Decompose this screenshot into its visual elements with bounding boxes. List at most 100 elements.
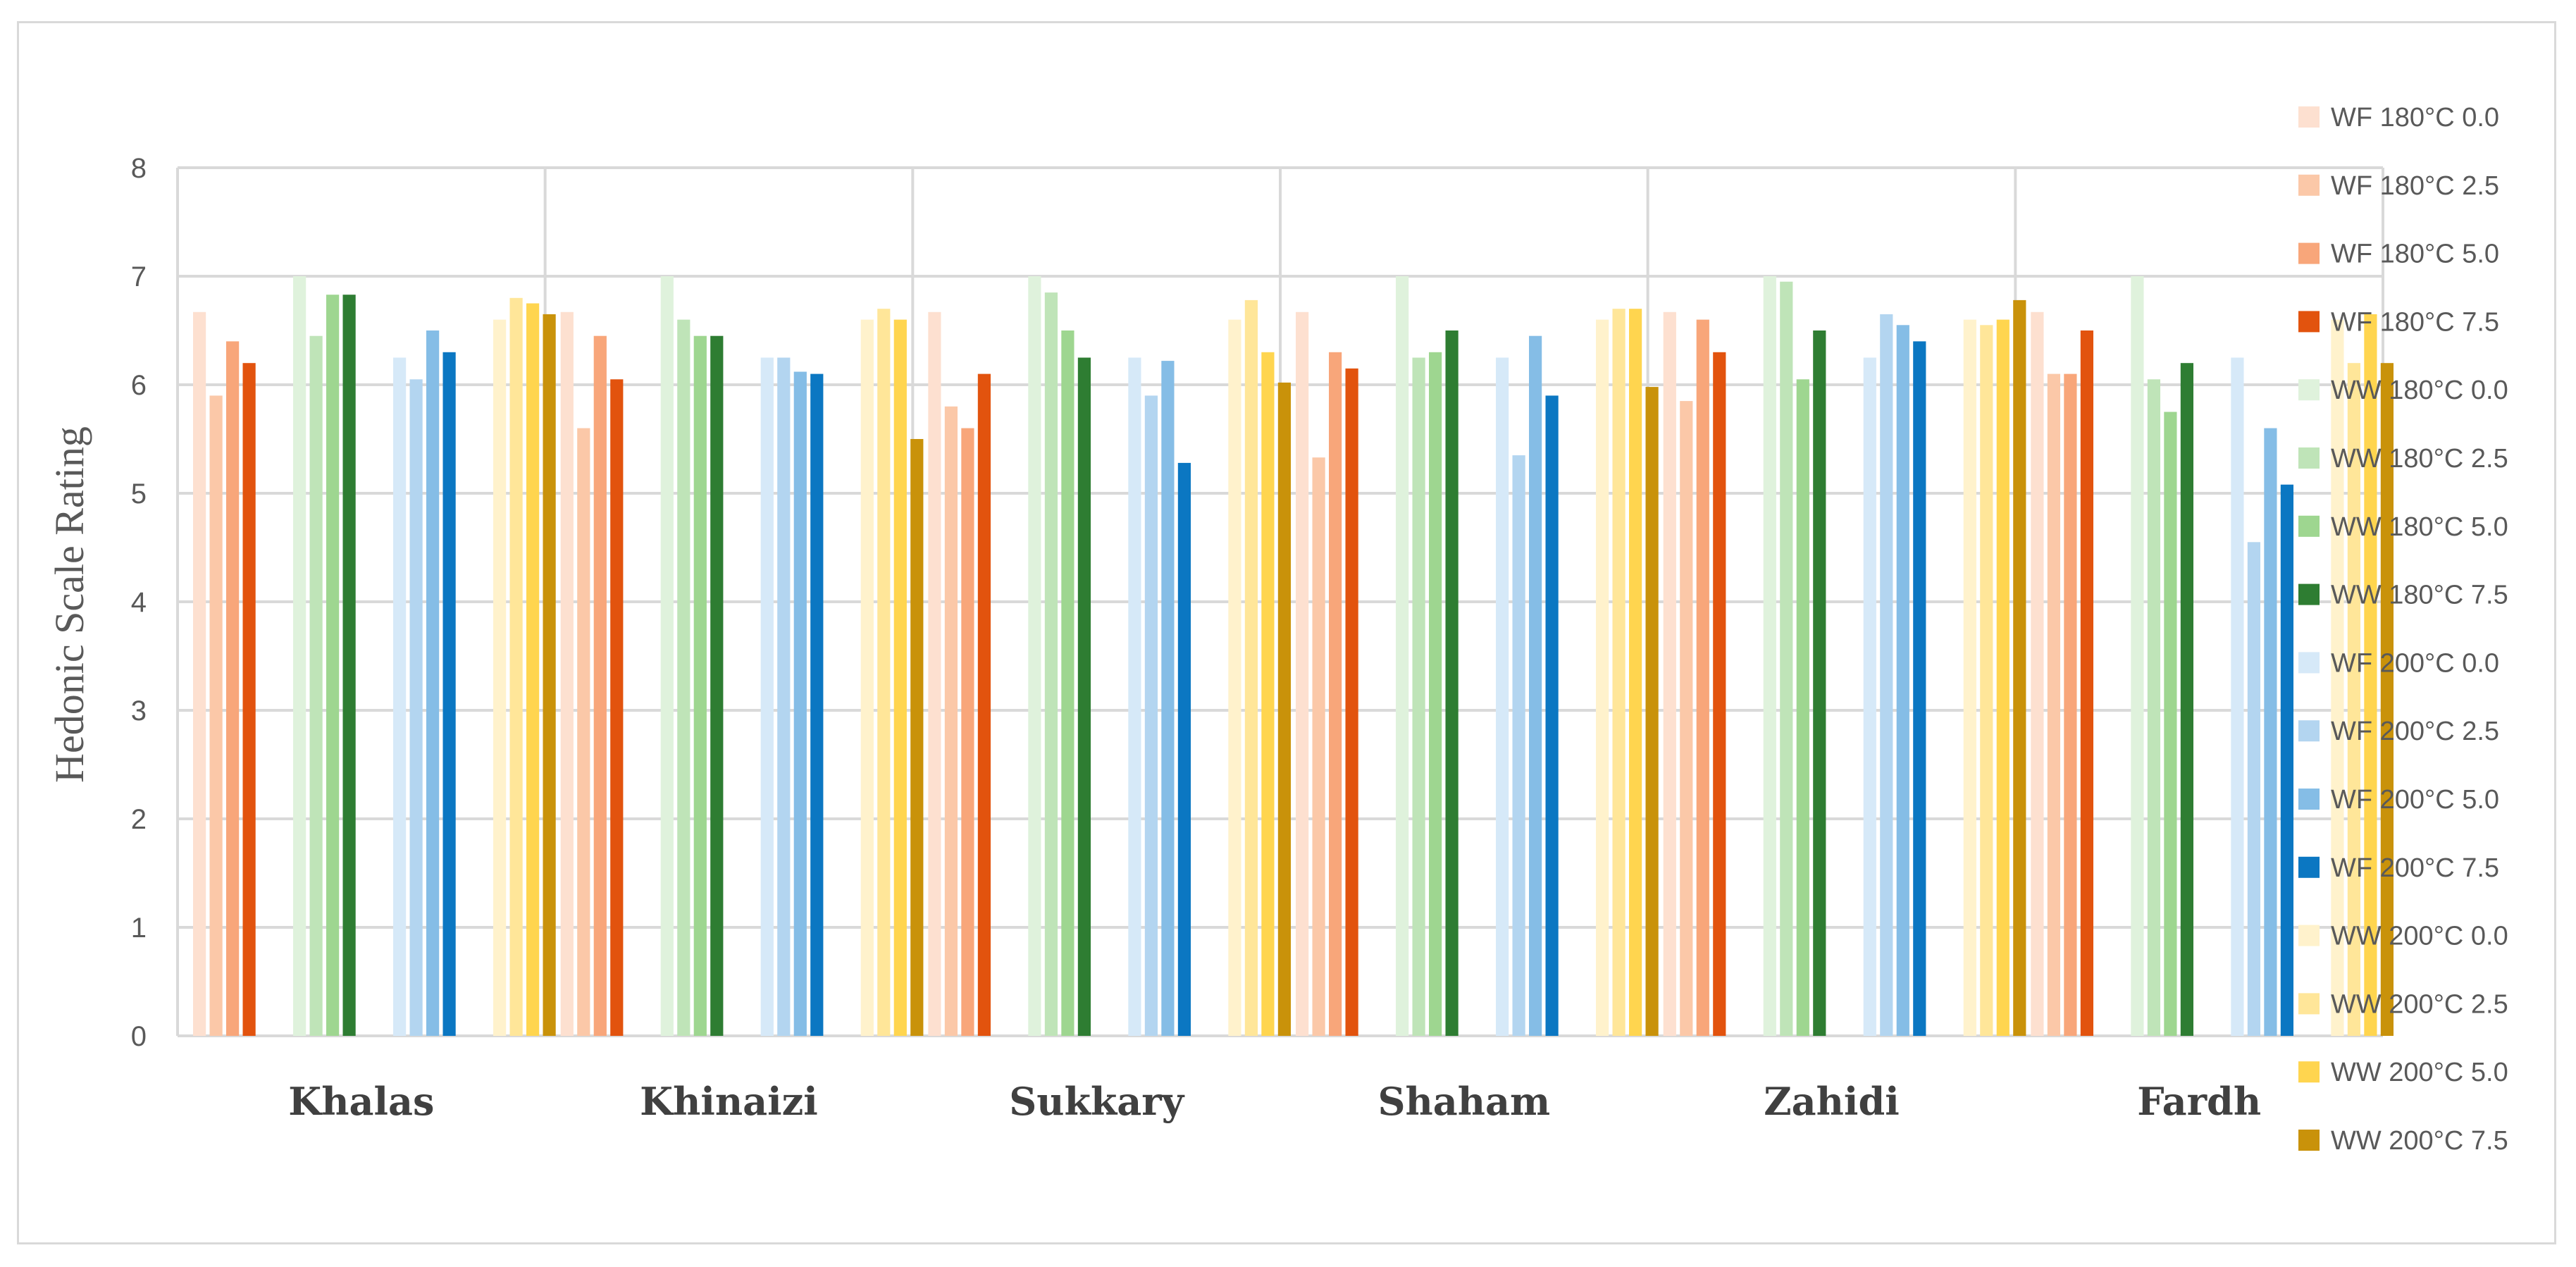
legend-swatch <box>2298 311 2320 333</box>
x-category-label: Fardh <box>2137 1079 2261 1124</box>
bar <box>810 373 824 1036</box>
bar <box>493 319 507 1037</box>
bar <box>2231 357 2244 1036</box>
bar <box>877 309 891 1037</box>
y-tick-label: 1 <box>131 913 147 944</box>
bar <box>226 341 240 1036</box>
bar <box>1496 357 1509 1036</box>
legend-swatch <box>2298 856 2320 878</box>
bar <box>560 311 574 1036</box>
bar <box>1763 276 1776 1036</box>
legend-swatch <box>2298 106 2320 128</box>
bar <box>1629 309 1642 1037</box>
bar <box>1161 361 1175 1036</box>
bar <box>2031 311 2044 1036</box>
bar <box>977 373 991 1036</box>
bar <box>760 357 774 1036</box>
bar <box>1261 352 1275 1036</box>
x-category-label: Zahidi <box>1764 1079 1899 1124</box>
bar <box>1896 325 1909 1036</box>
bar <box>677 319 691 1037</box>
legend-label: WF 180°C 7.5 <box>2331 307 2499 337</box>
legend-label: WW 200°C 7.5 <box>2331 1126 2508 1156</box>
bar <box>1296 311 1309 1036</box>
bar <box>2047 373 2060 1036</box>
y-axis-title: Hedonic Scale Rating <box>47 426 92 783</box>
bar <box>1863 357 1876 1036</box>
bar <box>1412 357 1425 1036</box>
bar <box>293 276 306 1036</box>
x-category-label: Sukkary <box>1009 1079 1185 1124</box>
bar <box>2331 319 2344 1037</box>
bar <box>2080 330 2093 1036</box>
bar <box>1044 292 1058 1037</box>
bar <box>1529 335 1542 1036</box>
bar <box>242 363 256 1036</box>
legend-label: WW 200°C 0.0 <box>2331 922 2508 951</box>
legend-label: WF 180°C 5.0 <box>2331 240 2499 269</box>
bar <box>342 295 356 1037</box>
legend-label: WF 200°C 2.5 <box>2331 717 2499 746</box>
bar <box>1545 395 1559 1036</box>
bar <box>1813 330 1826 1036</box>
legend-swatch <box>2298 1061 2320 1083</box>
bar <box>1696 319 1709 1037</box>
legend-swatch <box>2298 174 2320 196</box>
bar <box>2247 542 2260 1036</box>
y-tick-label: 8 <box>131 153 147 184</box>
legend-swatch <box>2298 242 2320 264</box>
legend-label: WW 180°C 0.0 <box>2331 376 2508 405</box>
legend-swatch <box>2298 720 2320 742</box>
bar <box>1980 325 1993 1036</box>
x-category-label: Khalas <box>288 1079 434 1124</box>
x-category-label: Shaham <box>1378 1079 1551 1124</box>
legend: WF 180°C 0.0 WF 180°C 2.5 WF 180°C 5.0 WF 1… <box>2298 103 2508 1156</box>
bar <box>543 314 556 1036</box>
bar <box>1244 299 1258 1036</box>
legend-label: WW 180°C 7.5 <box>2331 581 2508 610</box>
legend-swatch <box>2298 515 2320 537</box>
bar <box>1177 462 1191 1036</box>
bar <box>1780 281 1793 1037</box>
y-tick-label: 4 <box>131 587 147 618</box>
bar <box>1596 319 1609 1037</box>
bar <box>2347 363 2360 1036</box>
bar <box>1713 352 1726 1036</box>
bar <box>860 319 874 1037</box>
legend-label: WF 200°C 7.5 <box>2331 853 2499 883</box>
bar <box>2131 276 2144 1036</box>
bar <box>777 357 791 1036</box>
bar <box>893 319 907 1037</box>
bar <box>1445 330 1459 1036</box>
legend-label: WF 200°C 0.0 <box>2331 648 2499 678</box>
bar <box>1996 319 2010 1037</box>
y-tick-label: 2 <box>131 804 147 835</box>
bar <box>509 297 523 1036</box>
bar <box>944 406 958 1036</box>
bar <box>1796 379 1809 1036</box>
bar <box>326 295 340 1037</box>
bar <box>1963 319 1976 1037</box>
legend-label: WW 200°C 5.0 <box>2331 1058 2508 1087</box>
bar <box>2380 363 2394 1036</box>
bar <box>1913 341 1926 1036</box>
bar <box>1396 276 1409 1036</box>
bar <box>1312 457 1325 1036</box>
bar <box>2147 379 2160 1036</box>
bar <box>2364 314 2377 1036</box>
bar <box>577 428 590 1036</box>
bar <box>693 335 707 1036</box>
bar <box>1512 455 1525 1036</box>
bar <box>2180 363 2193 1036</box>
bar <box>1329 352 1342 1036</box>
legend-label: WW 180°C 2.5 <box>2331 444 2508 474</box>
bar <box>1345 368 1358 1036</box>
bar <box>793 371 807 1036</box>
bar <box>2280 484 2293 1036</box>
bar <box>409 379 423 1036</box>
legend-label: WF 200°C 5.0 <box>2331 785 2499 815</box>
bar <box>961 428 974 1036</box>
legend-swatch <box>2298 925 2320 946</box>
bar <box>928 311 941 1036</box>
legend-label: WF 180°C 2.5 <box>2331 171 2499 201</box>
